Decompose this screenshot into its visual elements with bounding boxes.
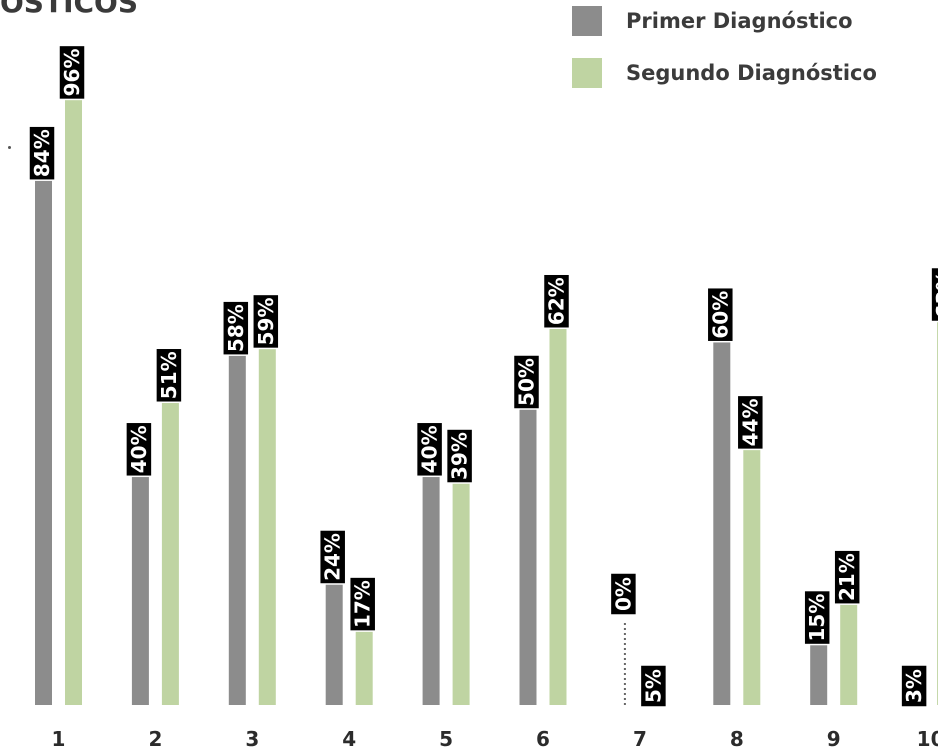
data-label-box-primer-1 bbox=[28, 125, 56, 181]
data-label-box-segundo-8 bbox=[736, 394, 765, 451]
x-tick-label-3: 3 bbox=[245, 727, 259, 749]
data-label-segundo-9: 21% bbox=[835, 553, 859, 601]
data-label-primer-10: 3% bbox=[902, 669, 926, 703]
x-tick-label-1: 1 bbox=[52, 727, 66, 749]
data-label-box-primer-3 bbox=[222, 300, 250, 356]
bar-primer-5 bbox=[422, 435, 440, 705]
data-label-primer-2: 40% bbox=[127, 425, 151, 473]
data-label-segundo-6: 62% bbox=[545, 277, 569, 325]
data-label-primer-3: 58% bbox=[224, 304, 248, 352]
legend-swatch-segundo bbox=[572, 58, 602, 88]
data-label-box-segundo-3 bbox=[252, 293, 280, 350]
data-label-box-primer-6 bbox=[512, 354, 541, 410]
data-label-primer-6: 50% bbox=[515, 358, 539, 406]
data-label-segundo-5: 39% bbox=[448, 432, 472, 480]
data-label-segundo-2: 51% bbox=[157, 351, 181, 399]
x-tick-label-8: 8 bbox=[730, 727, 744, 749]
data-label-primer-9: 15% bbox=[805, 594, 829, 642]
data-label-box-segundo-7 bbox=[639, 664, 668, 708]
bar-segundo-2 bbox=[161, 361, 179, 705]
data-label-primer-4: 24% bbox=[321, 533, 345, 581]
chart-title: ÓSTICOS bbox=[0, 0, 139, 19]
bar-segundo-8 bbox=[743, 408, 761, 705]
data-label-box-segundo-2 bbox=[155, 347, 183, 404]
data-label-segundo-10: 63% bbox=[932, 271, 938, 319]
data-label-primer-5: 40% bbox=[418, 425, 442, 473]
data-label-box-primer-5 bbox=[415, 421, 444, 478]
data-label-box-primer-2 bbox=[125, 421, 153, 478]
data-label-box-segundo-9 bbox=[833, 549, 861, 605]
data-label-box-segundo-5 bbox=[445, 428, 474, 484]
data-label-primer-8: 60% bbox=[708, 291, 732, 339]
bar-primer-2 bbox=[131, 435, 149, 705]
legend-item-segundo: Segundo Diagnóstico bbox=[572, 58, 877, 88]
x-tick-label-9: 9 bbox=[827, 727, 841, 749]
x-tick-label-10: 10 bbox=[917, 727, 938, 749]
bar-primer-1 bbox=[35, 139, 52, 705]
x-tick-label-6: 6 bbox=[536, 727, 550, 749]
data-label-box-segundo-4 bbox=[348, 576, 377, 632]
x-tick-label-5: 5 bbox=[439, 727, 453, 749]
data-label-segundo-3: 59% bbox=[254, 297, 278, 345]
bar-segundo-3 bbox=[258, 307, 276, 705]
x-tick-label-4: 4 bbox=[342, 727, 356, 749]
legend-item-primer: Primer Diagnóstico bbox=[572, 6, 877, 36]
legend-swatch-primer bbox=[572, 6, 602, 36]
data-label-box-segundo-1 bbox=[58, 44, 86, 101]
data-label-segundo-4: 17% bbox=[351, 580, 375, 628]
legend: Primer Diagnóstico Segundo Diagnóstico bbox=[572, 6, 877, 110]
bar-primer-8 bbox=[713, 301, 731, 705]
x-tick-label-2: 2 bbox=[148, 727, 162, 749]
data-label-box-primer-9 bbox=[803, 589, 831, 646]
data-label-box-segundo-10 bbox=[930, 266, 938, 323]
data-label-segundo-8: 44% bbox=[738, 398, 762, 446]
data-label-primer-7: 0% bbox=[611, 577, 635, 611]
data-label-box-primer-4 bbox=[318, 529, 347, 585]
legend-label-segundo: Segundo Diagnóstico bbox=[626, 61, 877, 85]
data-label-box-primer-10 bbox=[900, 664, 928, 708]
bar-segundo-1 bbox=[65, 58, 82, 706]
legend-label-primer: Primer Diagnóstico bbox=[626, 9, 853, 33]
bar-segundo-6 bbox=[549, 287, 567, 705]
edge-dot bbox=[8, 146, 11, 149]
bar-primer-6 bbox=[519, 368, 537, 705]
data-label-box-segundo-6 bbox=[542, 273, 571, 329]
data-label-box-primer-7 bbox=[609, 572, 638, 616]
data-label-box-primer-8 bbox=[706, 286, 735, 343]
x-tick-label-7: 7 bbox=[633, 727, 647, 749]
data-label-segundo-7: 5% bbox=[641, 669, 665, 703]
data-label-primer-1: 84% bbox=[30, 129, 54, 177]
data-label-segundo-1: 96% bbox=[60, 48, 84, 96]
bar-segundo-5 bbox=[452, 442, 470, 705]
bar-primer-3 bbox=[228, 314, 246, 705]
